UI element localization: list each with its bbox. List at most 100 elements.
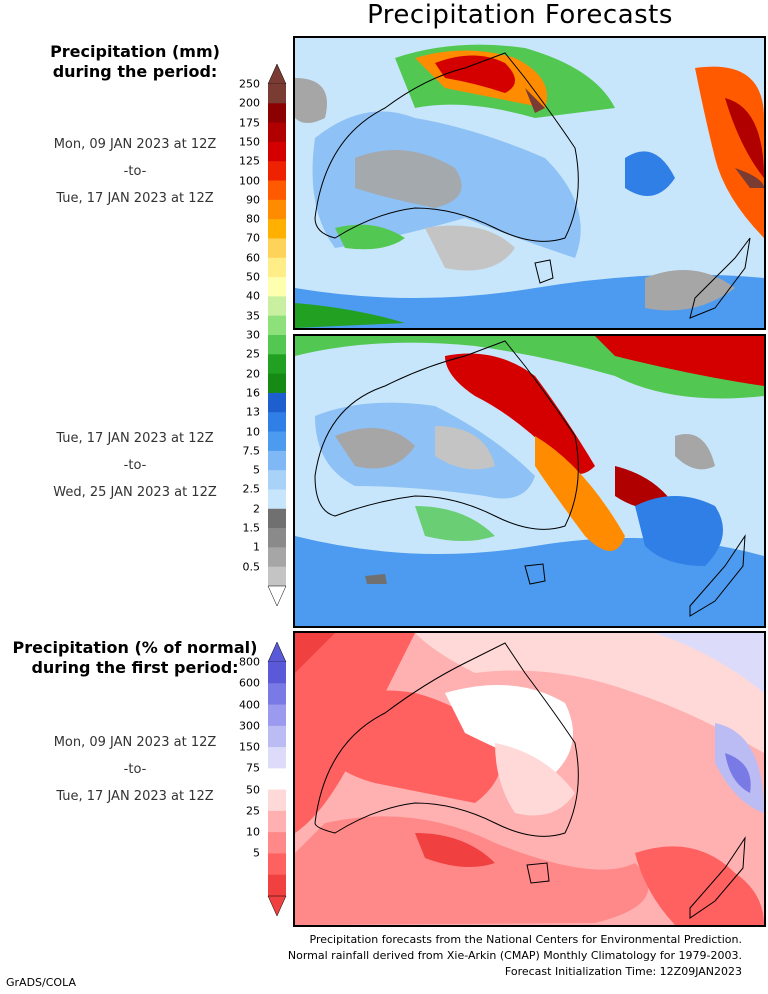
colorbar-tick-label: 13 [246,405,260,419]
pct-colorbar [267,642,287,916]
colorbar-segment [268,277,286,297]
colorbar-segment [268,122,286,143]
colorbar-segment [268,257,286,278]
colorbar-segment [268,199,286,220]
colorbar-tick-label: 20 [246,367,260,381]
colorbar-segment [268,683,286,706]
colorbar-tick-label: 1 [253,540,260,554]
period3-sep: -to- [123,762,147,777]
page-title: Precipitation Forecasts [367,0,673,30]
period1-start: Mon, 09 JAN 2023 at 12Z [53,137,217,152]
pct-legend-heading: Precipitation (% of normal) during the f… [10,638,260,678]
colorbar-tick-label: 30 [246,328,260,342]
colorbar-segment [268,528,286,548]
colorbar-tick-label: 125 [239,154,260,168]
colorbar-segment [268,84,286,104]
colorbar-tick-label: 5 [253,463,260,477]
colorbar-segment [268,373,286,394]
colorbar-segment [268,335,286,355]
pct-heading-line2: during the first period: [31,658,239,677]
colorbar-tick-label: 0.5 [242,560,261,574]
colorbar-bottom-arrow [267,585,287,606]
colorbar-tick-label: 400 [239,698,260,712]
colorbar-segment [268,392,286,413]
colorbar-tick-label: 150 [239,135,260,149]
credit-label: GrADS/COLA [6,976,76,989]
period2-label: Tue, 17 JAN 2023 at 12Z -to- Wed, 25 JAN… [30,425,240,506]
period2-sep: -to- [123,458,147,473]
period3-label: Mon, 09 JAN 2023 at 12Z -to- Tue, 17 JAN… [30,729,240,810]
colorbar-tick-label: 25 [246,804,260,818]
colorbar-segment [268,219,286,239]
footer-notes: Precipitation forecasts from the Nationa… [288,932,742,980]
colorbar-tick-label: 70 [246,231,260,245]
colorbar-tick-label: 50 [246,270,260,284]
colorbar-tick-label: 35 [246,309,260,323]
colorbar-segment [268,832,286,854]
colorbar-segment [268,725,286,748]
footer-line3: Forecast Initialization Time: 12Z09JAN20… [504,965,742,978]
colorbar-segment [268,238,286,259]
colorbar-segment [268,141,286,162]
colorbar-tick-label: 600 [239,676,260,690]
period2-start: Tue, 17 JAN 2023 at 12Z [56,431,214,446]
footer-line1: Precipitation forecasts from the Nationa… [309,933,743,946]
colorbar-segment [268,853,286,876]
colorbar-tick-label: 7.5 [242,444,261,458]
colorbar-tick-label: 5 [253,846,260,860]
colorbar-tick-label: 250 [239,77,260,91]
colorbar-tick-label: 16 [246,386,260,400]
colorbar-segment [268,103,286,124]
colorbar-segment [268,470,286,490]
period1-end: Tue, 17 JAN 2023 at 12Z [56,191,214,206]
colorbar-segment [268,489,286,510]
colorbar-segment [268,662,286,684]
colorbar-tick-label: 90 [246,193,260,207]
colorbar-segment [268,789,286,812]
period3-end: Tue, 17 JAN 2023 at 12Z [56,789,214,804]
colorbar-tick-label: 2.5 [242,482,261,496]
footer-line2: Normal rainfall derived from Xie-Arkin (… [287,949,742,962]
colorbar-segment [268,315,286,336]
colorbar-segment [268,161,286,182]
colorbar-segment [268,431,286,452]
period1-sep: -to- [123,164,147,179]
colorbar-segment [268,296,286,317]
colorbar-top-arrow [267,64,287,85]
colorbar-segment [268,874,286,897]
map-panel-percent [293,631,766,927]
colorbar-top-arrow [267,642,287,663]
mm-legend-heading: Precipitation (mm) during the period: [30,42,240,82]
period2-end: Wed, 25 JAN 2023 at 12Z [53,485,217,500]
colorbar-segment [268,508,286,529]
colorbar-segment [268,180,286,201]
colorbar-tick-label: 800 [239,655,260,669]
colorbar-tick-label: 2 [253,502,260,516]
colorbar-segment [268,566,286,587]
colorbar-tick-label: 75 [246,761,260,775]
colorbar-bottom-arrow [267,895,287,916]
colorbar-segment [268,747,286,769]
colorbar-tick-label: 10 [246,825,260,839]
colorbar-tick-label: 25 [246,347,260,361]
mm-heading-line2: during the period: [52,62,218,81]
colorbar-tick-label: 100 [239,174,260,188]
colorbar-segment [268,354,286,375]
colorbar-tick-label: 50 [246,783,260,797]
colorbar-tick-label: 10 [246,425,260,439]
colorbar-segment [268,768,286,791]
colorbar-tick-label: 80 [246,212,260,226]
colorbar-tick-label: 300 [239,719,260,733]
map-percent [295,633,764,925]
colorbar-segment [268,810,286,833]
colorbar-tick-label: 200 [239,96,260,110]
map-panel-period1 [293,36,766,330]
colorbar-tick-label: 40 [246,289,260,303]
colorbar-segment [268,704,286,727]
colorbar-segment [268,547,286,568]
pct-heading-line1: Precipitation (% of normal) [12,638,258,657]
colorbar-segment [268,450,286,471]
map-period1 [295,38,764,328]
colorbar-tick-label: 150 [239,740,260,754]
mm-heading-line1: Precipitation (mm) [50,42,220,61]
